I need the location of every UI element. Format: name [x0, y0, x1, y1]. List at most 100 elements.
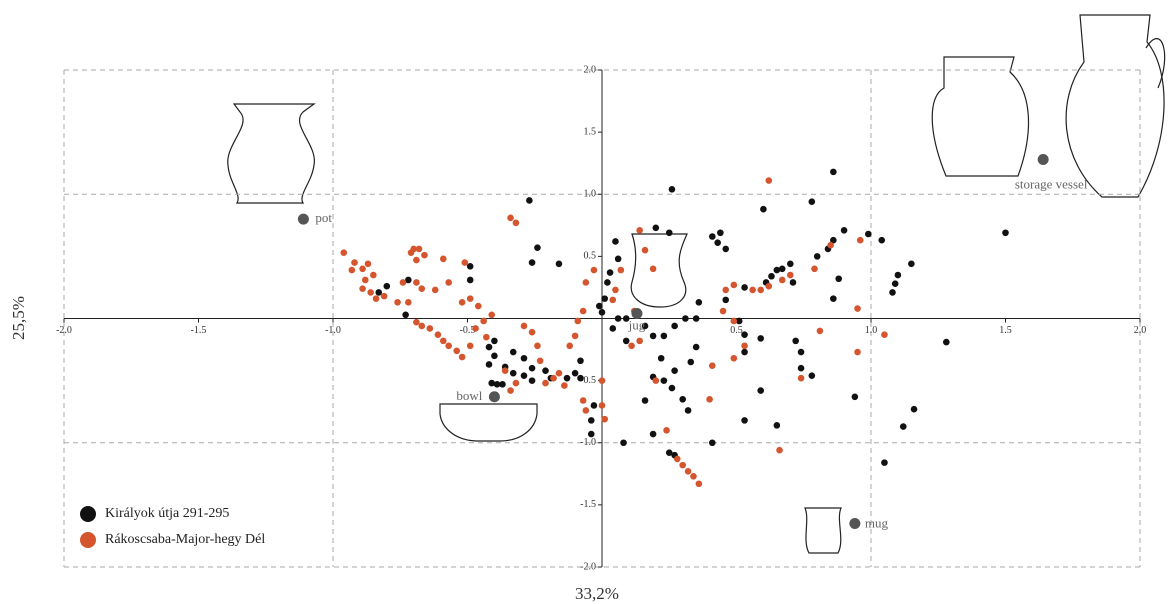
data-point: [413, 279, 420, 286]
data-point: [760, 206, 767, 213]
data-point: [709, 439, 716, 446]
data-point: [658, 355, 665, 362]
data-point: [499, 381, 506, 388]
x-tick-label: 0.5: [730, 325, 743, 336]
data-point: [580, 397, 587, 404]
data-point: [663, 427, 670, 434]
data-point: [529, 377, 536, 384]
data-point: [731, 318, 738, 325]
data-point: [650, 266, 657, 273]
data-point: [787, 272, 794, 279]
y-tick-label: 2.0: [584, 64, 597, 75]
category-label: pot: [315, 210, 332, 225]
data-point: [375, 289, 382, 296]
data-point: [432, 287, 439, 294]
data-point: [529, 329, 536, 336]
data-point: [467, 263, 474, 270]
data-point: [671, 367, 678, 374]
data-point: [776, 447, 783, 454]
data-point: [685, 468, 692, 475]
data-point: [445, 343, 452, 350]
y-tick-label: -2.0: [580, 561, 596, 572]
category-point: [489, 391, 500, 402]
y-tick-label: 1.0: [584, 189, 597, 200]
data-point: [696, 299, 703, 306]
data-point: [790, 279, 797, 286]
data-point: [577, 375, 584, 382]
data-point: [459, 354, 466, 361]
data-point: [612, 238, 619, 245]
data-point: [488, 311, 495, 318]
data-point: [537, 357, 544, 364]
page: {"chart_data": {"type": "scatter", "xlab…: [0, 0, 1168, 604]
data-point: [572, 370, 579, 377]
data-point: [706, 396, 713, 403]
data-point: [852, 393, 859, 400]
data-point: [900, 423, 907, 430]
data-point: [661, 333, 668, 340]
data-point: [591, 267, 598, 274]
data-point: [636, 338, 643, 345]
data-point: [566, 343, 573, 350]
data-point: [892, 280, 899, 287]
data-point: [669, 186, 676, 193]
data-point: [349, 267, 356, 274]
data-point: [507, 387, 514, 394]
data-point: [513, 220, 520, 227]
data-point: [787, 261, 794, 268]
data-point: [418, 285, 425, 292]
data-point: [596, 303, 603, 310]
data-point: [529, 259, 536, 266]
data-point: [687, 359, 694, 366]
data-point: [741, 331, 748, 338]
data-point: [679, 462, 686, 469]
x-tick-label: -1.0: [325, 325, 341, 336]
legend-label: Rákoscsaba-Major-hegy Dél: [105, 532, 265, 547]
data-point: [827, 242, 834, 249]
data-point: [731, 355, 738, 362]
data-point: [798, 365, 805, 372]
jug-drawing: [631, 234, 687, 307]
data-point: [661, 377, 668, 384]
data-point: [865, 231, 872, 238]
chart: -2.0-1.5-1.0-0.50.51.01.52.02.01.51.00.5…: [0, 0, 1168, 604]
data-point: [340, 249, 347, 256]
data-point: [809, 372, 816, 379]
data-point: [628, 343, 635, 350]
data-point: [642, 397, 649, 404]
data-point: [542, 380, 549, 387]
data-point: [365, 261, 372, 268]
storage-vessel-drawing: [932, 57, 1028, 176]
data-point: [483, 334, 490, 341]
data-point: [854, 305, 861, 312]
x-tick-label: 2.0: [1134, 325, 1147, 336]
data-point: [467, 295, 474, 302]
data-point: [599, 377, 606, 384]
data-point: [618, 267, 625, 274]
data-point: [607, 269, 614, 276]
category-label: bowl: [456, 388, 482, 403]
data-point: [854, 349, 861, 356]
data-point: [717, 229, 724, 236]
legend-label: Királyok útja 291-295: [105, 506, 229, 521]
data-point: [908, 261, 915, 268]
data-point: [534, 244, 541, 251]
data-point: [472, 325, 479, 332]
data-point: [591, 402, 598, 409]
data-point: [486, 344, 493, 351]
data-point: [405, 299, 412, 306]
data-point: [564, 375, 571, 382]
legend-marker: [80, 532, 96, 548]
data-point: [696, 480, 703, 487]
data-point: [521, 355, 528, 362]
x-axis-label: 33,2%: [575, 584, 619, 603]
data-point: [510, 370, 517, 377]
data-point: [1002, 229, 1009, 236]
data-point: [881, 331, 888, 338]
data-point: [895, 272, 902, 279]
data-point: [768, 273, 775, 280]
category-label: jug: [628, 318, 646, 333]
data-point: [521, 372, 528, 379]
data-point: [373, 295, 380, 302]
data-point: [690, 473, 697, 480]
